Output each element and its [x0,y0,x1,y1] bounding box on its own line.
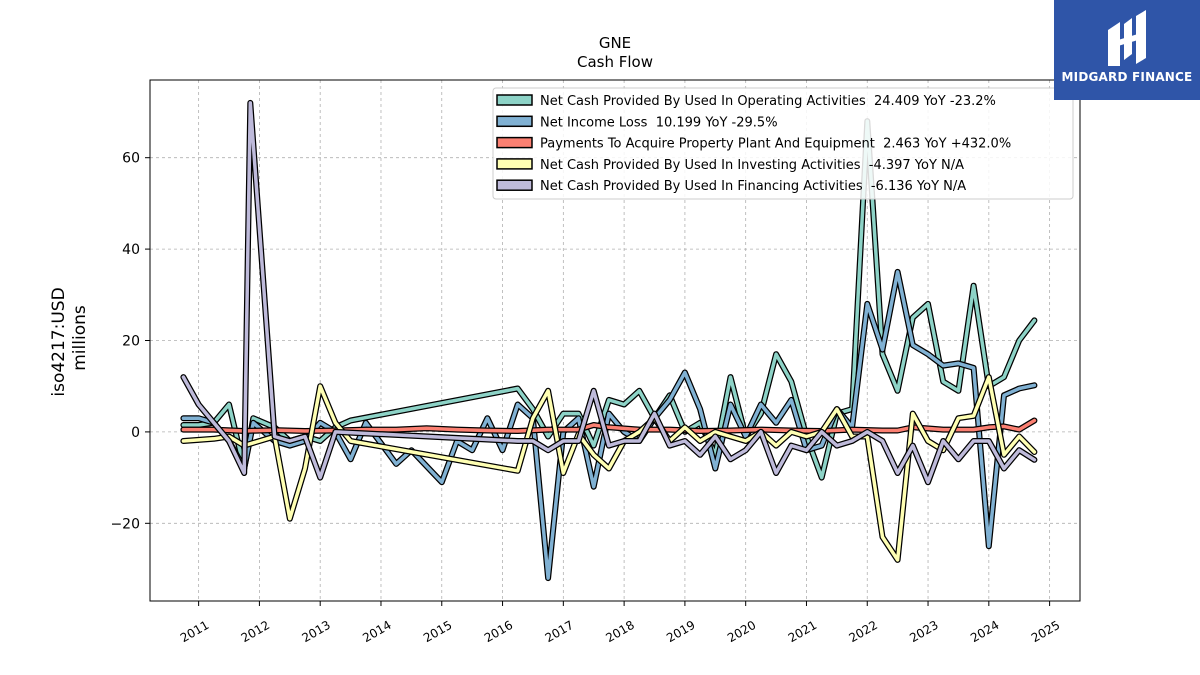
x-tick-label: 2011 [178,618,211,645]
y-tick-label: 40 [122,242,140,258]
x-tick-label: 2021 [786,618,819,645]
legend-box [492,87,1074,200]
y-axis-label-line-1: iso4217:USD [49,287,69,396]
x-tick-label: 2018 [603,618,636,645]
brand-logo: MIDGARD FINANCE [1054,0,1200,100]
y-tick-label: 60 [122,151,140,167]
legend-label: Net Cash Provided By Used In Operating A… [540,94,996,109]
series-line [181,270,1037,580]
x-tick-label: 2019 [664,618,697,645]
legend-swatch [496,94,533,106]
x-tick-label: 2020 [725,618,758,645]
y-tick-label: 20 [122,334,140,350]
legend-label: Net Cash Provided By Used In Financing A… [540,179,966,194]
x-tick-label: 2016 [482,618,515,645]
legend-swatch [496,115,533,128]
legend-label: Payments To Acquire Property Plant And E… [540,137,1011,152]
x-tick-label: 2024 [968,618,1001,645]
series-line [181,101,1037,484]
y-tick-label: 0 [131,425,140,441]
x-tick-label: 2012 [239,618,272,645]
y-tick-label: −20 [110,516,140,532]
legend-label: Net Income Loss 10.199 YoY -29.5% [540,115,778,130]
legend: Net Cash Provided By Used In Operating A… [492,87,1074,200]
y-axis-label-line-2: millions [70,305,90,371]
legend-swatch [496,179,533,191]
series-lines [180,99,1038,582]
x-axis: 2011 2012 2013 2014 2015 2016 2017 2018 2019 2020… [178,601,1062,645]
x-tick-label: 2022 [847,618,880,645]
x-tick-label: 2025 [1029,618,1062,645]
x-tick-label: 2013 [299,618,332,645]
x-tick-label: 2023 [907,618,940,645]
chart-title: GNE [599,34,631,52]
logo-text: MIDGARD FINANCE [1061,70,1193,84]
chart-subtitle: Cash Flow [577,53,653,71]
y-axis: −20 0 20 40 60 [110,151,150,532]
legend-swatch [496,158,533,170]
legend-label: Net Cash Provided By Used In Investing A… [540,158,964,173]
series-line [181,375,1037,562]
x-tick-label: 2017 [543,618,576,645]
x-tick-label: 2015 [421,618,454,645]
x-tick-label: 2014 [360,618,393,645]
midgard-logo-icon [1108,10,1146,66]
legend-swatch [496,136,533,149]
